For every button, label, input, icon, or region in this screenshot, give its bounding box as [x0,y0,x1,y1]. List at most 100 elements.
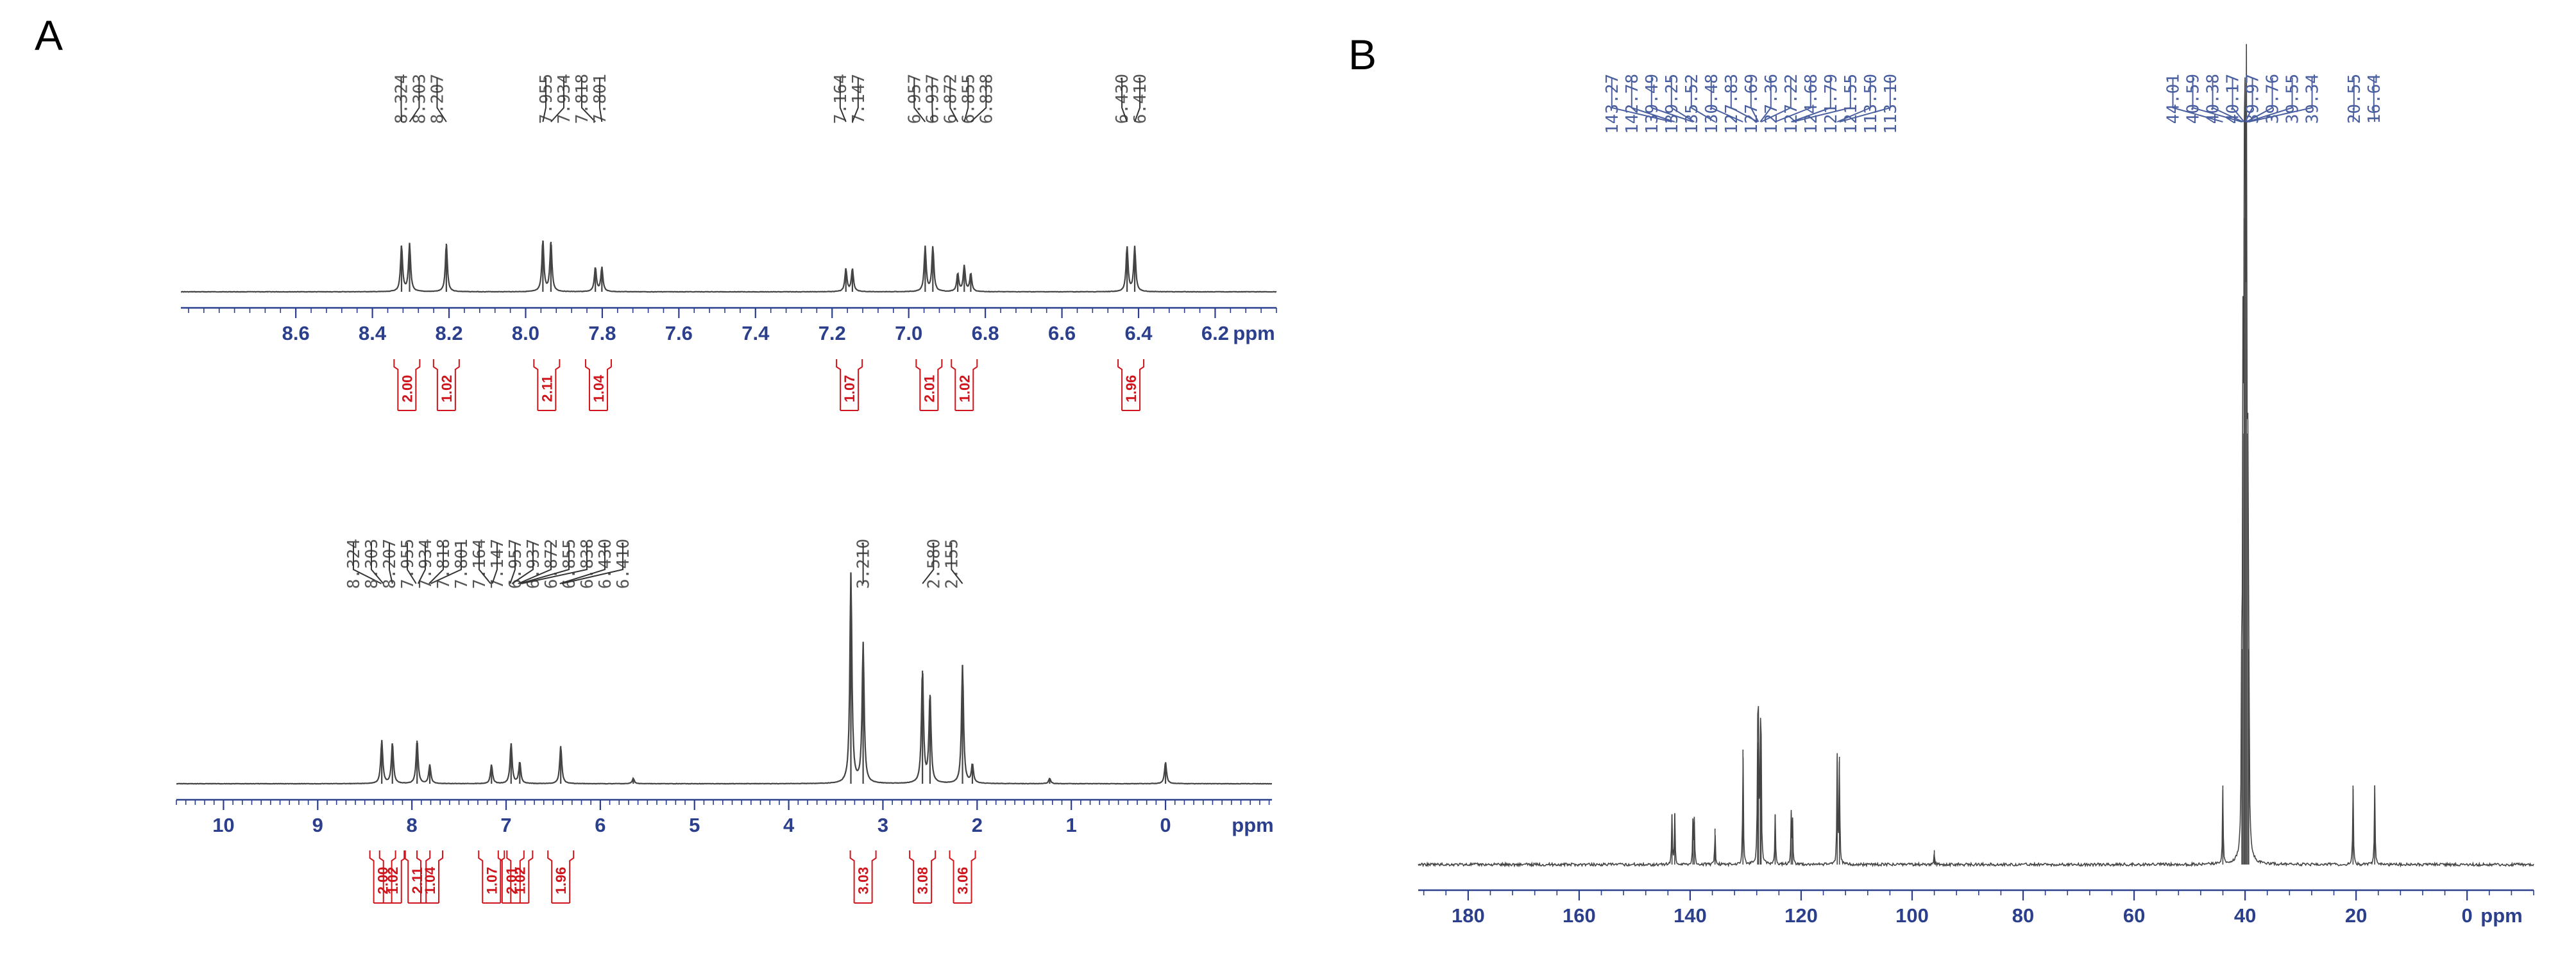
peak-label-leader [2246,78,2273,122]
peak-label-leader [1121,78,1128,122]
integral-value: 1.02 [512,867,528,895]
tick-label: 3 [877,814,888,836]
peak-label-leader [352,543,382,584]
peak-label-leader [370,543,384,584]
spectrum-trace [176,572,1272,785]
tick-label: 4 [783,814,795,836]
peak-label-leader [478,543,491,584]
peak-label-leader [559,543,606,584]
x-axis-title: ppm [2480,904,2522,927]
integral-bracket [403,850,431,903]
integral-value: 2.01 [921,375,937,403]
tick-label: 40 [2234,904,2256,927]
tick-label: 140 [1674,904,1707,927]
integral-value: 3.08 [915,867,931,895]
peak-label-leader [2192,78,2242,122]
integral-bracket [369,850,396,903]
peak-label-leader [561,543,623,584]
tick-label: 0 [1160,814,1171,836]
integral-bracket [432,359,460,410]
integral-bracket [506,850,534,903]
panel-b-label: B [1348,31,1377,78]
integral-value: 3.06 [955,867,971,895]
x-axis-title: ppm [1233,322,1275,344]
tick-label: 60 [2123,904,2145,927]
tick-label: 8.2 [435,322,462,344]
tick-label: 8 [407,814,418,836]
spectrum-trace [181,241,1277,293]
tick-label: 6.2 [1201,322,1229,344]
peak-label-leader [417,543,426,584]
integral-bracket [584,359,612,410]
tick-label: 8.6 [282,322,310,344]
peak-label-leader [521,543,588,584]
peak-label-leader [1750,78,1759,122]
peak-label-leader [913,78,926,122]
tick-label: 80 [2012,904,2034,927]
integral-value: 1.07 [842,375,858,403]
tick-label: 0 [2462,904,2473,927]
peak-label-leader [970,78,987,122]
integral-value: 2.11 [409,867,425,894]
h1-expanded-spectrum: 8.6 8.4 8.2 8.0 7.8 7.6 7.4 7.2 7.0 6.8 6.6 6.4 6.2 p… [181,74,1277,411]
tick-label: 120 [1784,904,1818,927]
peak-label-leader [542,78,547,122]
panel-a-label: A [35,12,63,59]
peak-label-leader [922,543,935,584]
peak-label-leader [509,543,516,584]
peak-label-leader [1759,78,1772,122]
tick-label: 7.2 [818,322,846,344]
integral-value: 2.11 [539,375,555,402]
tick-label: 8.4 [359,322,387,344]
tick-label: 6.6 [1048,322,1076,344]
integral-value: 2.00 [399,375,415,403]
peak-label-leader [2244,78,2253,122]
peak-label-leader [1611,78,1672,122]
peak-label-leader [1839,78,1891,122]
tick-label: 6 [595,814,606,836]
peak-label-leader [1631,78,1675,122]
tick-label: 160 [1563,904,1596,927]
peak-label-leader [1670,78,1695,122]
tick-label: 8.0 [512,322,539,344]
tick-label: 7.0 [895,322,922,344]
peak-label-leader [1836,78,1871,122]
tick-label: 2 [972,814,983,836]
peak-label-leader [520,543,570,584]
peak-label-leader [580,78,596,122]
peak-label-leader [839,78,847,122]
x-axis-title: ppm [1232,814,1273,836]
tick-label: 180 [1452,904,1485,927]
tick-label: 7.4 [741,322,770,344]
peak-label-leader [1761,78,1792,122]
peak-label-leader [1792,78,1851,122]
peak-label-leader [1650,78,1693,122]
integral-bracket [478,850,505,903]
peak-label-leader [2373,78,2376,122]
peak-label-leader [1791,78,1831,122]
integral-bracket [949,850,976,903]
peak-label-leader [2232,78,2245,122]
integral-value: 1.04 [422,866,438,895]
integral-bracket [951,359,978,410]
integral-bracket [1117,359,1145,410]
integral-value: 1.07 [484,867,500,895]
peak-label-leader [2212,78,2244,122]
peak-label-leader [851,78,859,122]
integral-value: 1.04 [591,375,607,403]
integral-bracket [849,850,877,903]
integral-bracket [378,850,406,903]
tick-label: 10 [212,814,234,836]
peak-label-leader [430,543,462,584]
peak-label-leader [1710,78,1743,122]
tick-label: 7.8 [588,322,616,344]
integral-value: 1.96 [1123,375,1139,403]
integral-value: 1.96 [553,867,569,895]
peak-label-leader [409,78,420,122]
integral-bracket [909,850,936,903]
integral-bracket [915,359,943,410]
peak-label-leader [598,78,603,122]
tick-label: 6.4 [1124,322,1153,344]
